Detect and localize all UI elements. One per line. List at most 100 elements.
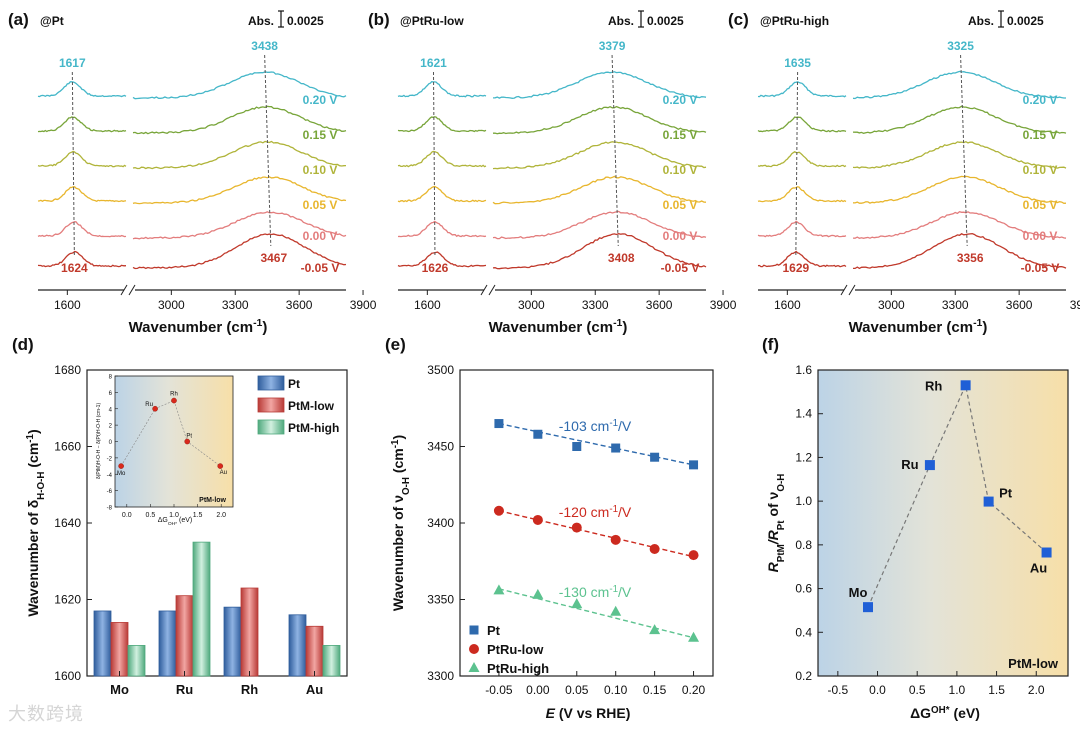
x-tick-label: 1600	[774, 298, 801, 312]
panel-label: (f)	[762, 335, 779, 354]
panel-label: (a)	[8, 10, 29, 29]
y-tick-label: 0.8	[795, 538, 812, 552]
spectrum-trace-bend	[397, 220, 487, 238]
peak-guide	[611, 54, 619, 247]
inset-point-label: Pt	[186, 434, 192, 440]
data-point	[688, 631, 700, 642]
scale-value: 0.0025	[287, 14, 324, 28]
spectrum-trace-stretch	[852, 140, 1067, 169]
series-label: 0.00 V	[303, 229, 338, 243]
label-part: O-H	[776, 474, 787, 492]
data-point	[610, 605, 622, 616]
y-axis-title: RPtM/RPt of νO-H	[765, 474, 787, 573]
y-tick-label: 1620	[54, 593, 81, 607]
y-tick-label: 1.4	[795, 407, 812, 421]
y-tick-label: 3300	[427, 669, 454, 683]
peak-label: 3408	[608, 251, 635, 265]
panel-label: (e)	[385, 335, 406, 354]
spectrum-trace-bend	[37, 186, 127, 203]
inset-point-label: Au	[220, 470, 227, 476]
spectrum-panel-0: 1600 3000 3300 3600 3900 Wavenumber (cm-1) (a)…	[8, 10, 377, 336]
y-tick-label: 1.6	[795, 363, 812, 377]
y-tick-label: 1660	[54, 440, 81, 454]
axis-break	[840, 284, 848, 296]
bar-PtM-high	[322, 645, 341, 677]
corner-label: PtM-low	[1008, 656, 1059, 671]
inset-y-title: δ(PtM)H-O-H − δ(Pt)H-O-H (cm-1)	[96, 403, 102, 480]
x-axis-title: Wavenumber (cm-1)	[849, 317, 988, 336]
series-label: 0.20 V	[1023, 93, 1058, 107]
axis-break	[128, 284, 136, 296]
x-tick-label: 1.0	[949, 683, 966, 697]
data-point	[960, 380, 971, 391]
spectrum-trace-stretch	[132, 140, 347, 170]
label-part: (V vs RHE)	[555, 705, 630, 721]
inset-point-label: Rh	[170, 392, 178, 398]
spectrum-trace-bend	[757, 250, 847, 268]
y-tick-label: 0.6	[795, 582, 812, 596]
label-part: R	[765, 561, 781, 572]
spectrum-trace-bend	[757, 151, 847, 168]
inset-connector	[120, 400, 221, 467]
label-part: /V	[618, 504, 632, 520]
spectrum-trace-bend	[397, 185, 487, 203]
x-tick-label: 3600	[1006, 298, 1033, 312]
x-tick-label: 3000	[518, 298, 545, 312]
label-part: Wavenumber (cm	[129, 319, 253, 336]
legend-label: PtRu-high	[487, 661, 549, 676]
label-part: ΔG	[910, 705, 931, 721]
data-point	[571, 522, 582, 533]
x-axis-title: Wavenumber (cm-1)	[489, 317, 628, 336]
panel-label: (c)	[728, 10, 749, 29]
label-part: -1	[253, 317, 262, 329]
inset-x-tick-label: 0.5	[146, 512, 156, 519]
inset-y-tick-label: -6	[107, 489, 113, 495]
data-point	[688, 550, 699, 561]
inset-point-label: Mo	[117, 471, 126, 477]
data-point	[610, 534, 621, 545]
label-part: ΔG	[158, 517, 168, 524]
spectrum-trace-stretch	[132, 105, 347, 135]
x-tick-label: 0.5	[909, 683, 926, 697]
bar-Pt	[288, 614, 307, 677]
point-label: Rh	[925, 378, 942, 393]
x-tick-label: -0.05	[485, 683, 513, 697]
spectrum-trace-stretch	[852, 105, 1067, 134]
legend-label: PtM-high	[288, 421, 339, 435]
label-part: (eV)	[177, 517, 192, 524]
peak-guide	[960, 54, 968, 247]
panel-subtitle: @PtRu-low	[400, 14, 464, 28]
peak-label: 3325	[947, 39, 974, 53]
point-label: Pt	[999, 486, 1013, 501]
spectrum-trace-bend	[757, 186, 847, 203]
data-point	[689, 460, 699, 470]
spectrum-trace-stretch	[132, 233, 347, 270]
peak-label: 1617	[59, 56, 86, 70]
y-tick-label: 1680	[54, 363, 81, 377]
label-part: OH*	[168, 521, 177, 527]
x-tick-label: 3300	[942, 298, 969, 312]
axis-break	[480, 284, 488, 296]
spectrum-trace-bend	[397, 116, 487, 133]
x-tick-label: 1.5	[988, 683, 1005, 697]
y-tick-label: 3500	[427, 363, 454, 377]
y-tick-label: 1600	[54, 669, 81, 683]
spectrum-trace-bend	[397, 251, 487, 268]
label-part: )	[262, 319, 267, 336]
label-part: -1	[609, 418, 618, 429]
y-tick-label: 3450	[427, 440, 454, 454]
label-part: (cm	[25, 443, 41, 472]
scale-value: 0.0025	[1007, 14, 1044, 28]
inset-y-tick-label: 4	[109, 407, 113, 413]
legend-swatch	[257, 375, 285, 391]
legend-marker	[468, 662, 480, 672]
spectrum-trace-bend	[37, 81, 127, 98]
legend-label: Pt	[487, 623, 501, 638]
data-point	[649, 544, 660, 555]
y-tick-label: 1.0	[795, 494, 812, 508]
inset-point	[217, 463, 224, 469]
panel-subtitle: @PtRu-high	[760, 14, 829, 28]
x-tick-label: 3300	[582, 298, 609, 312]
spectrum-trace-stretch	[492, 233, 707, 270]
